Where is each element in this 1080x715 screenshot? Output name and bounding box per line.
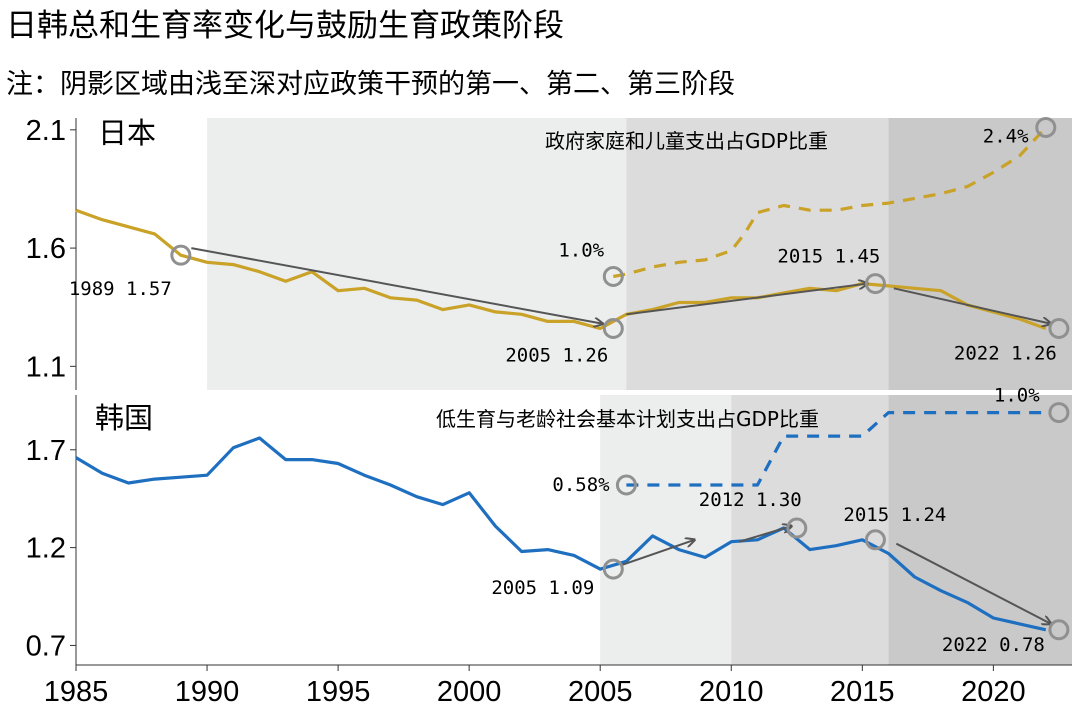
japan-trend-arrow-3 xyxy=(893,287,1051,323)
japan-panel-label: 日本 xyxy=(98,116,156,150)
japan-stage-3-shade xyxy=(888,118,1072,390)
japan-panel: 日本 政府家庭和儿童支出占GDP比重 1.1 1.6 2.1 1989 1.57 200… xyxy=(26,115,1072,390)
japan-highlight-marker xyxy=(864,273,886,295)
japan-spending-line xyxy=(613,126,1047,279)
x-tick-label: 1985 xyxy=(44,676,109,708)
korea-data-label: 2015 1.24 xyxy=(843,504,946,526)
korea-trend-arrow-2 xyxy=(738,526,791,543)
japan-highlight-marker xyxy=(170,244,192,266)
japan-stage-1-shade xyxy=(207,118,627,390)
x-tick-label: 2015 xyxy=(830,676,895,708)
japan-y-tick-label: 1.6 xyxy=(26,233,66,265)
chart-subtitle: 注：阴影区域由浅至深对应政策干预的第一、第二、第三阶段 xyxy=(6,69,735,100)
korea-stage-2-shade xyxy=(731,395,889,665)
korea-y-tick-label: 1.2 xyxy=(26,533,66,565)
korea-spending-line xyxy=(626,411,1046,487)
korea-highlight-marker xyxy=(602,558,624,580)
japan-trend-arrow-2 xyxy=(626,284,867,316)
korea-panel-label: 韩国 xyxy=(95,401,153,435)
korea-y-tick-label: 1.7 xyxy=(26,435,66,467)
x-tick-label: 1990 xyxy=(175,676,240,708)
japan-trend-arrow-1 xyxy=(191,247,603,324)
japan-stage-2-shade xyxy=(626,118,889,390)
x-tick-label: 2020 xyxy=(961,676,1026,708)
japan-highlight-marker xyxy=(1048,318,1070,340)
korea-stage-3-shade xyxy=(888,395,1072,665)
japan-data-label: 2015 1.45 xyxy=(777,246,880,268)
korea-data-label: 2005 1.09 xyxy=(491,577,594,599)
japan-highlight-marker xyxy=(1035,116,1057,138)
x-tick-label: 2010 xyxy=(699,676,764,708)
korea-highlight-marker xyxy=(615,474,637,496)
japan-data-label: 1.0% xyxy=(558,239,604,261)
korea-highlight-marker xyxy=(1048,619,1070,641)
korea-stage-1-shade xyxy=(600,395,732,665)
korea-y-tick-label: 0.7 xyxy=(26,630,66,662)
x-tick-label: 1995 xyxy=(306,676,371,708)
korea-trend-arrow-3 xyxy=(895,542,1051,624)
x-axis: 1985 1990 1995 2000 2005 2010 2015 2020 xyxy=(44,664,1072,708)
japan-data-label: 2022 1.26 xyxy=(954,343,1057,365)
japan-data-label: 2005 1.26 xyxy=(505,345,608,367)
x-tick-label: 2005 xyxy=(568,676,633,708)
x-tick-label: 2000 xyxy=(437,676,502,708)
korea-fertility-line xyxy=(75,436,1047,632)
japan-data-label: 2.4% xyxy=(983,125,1029,147)
korea-data-label: 0.58% xyxy=(552,474,610,496)
chart-title: 日韩总和生育率变化与鼓励生育政策阶段 xyxy=(6,8,564,44)
japan-highlight-marker xyxy=(602,265,624,287)
korea-shading xyxy=(600,395,1072,665)
japan-spending-series-title: 政府家庭和儿童支出占GDP比重 xyxy=(545,129,828,153)
korea-spending-series-title: 低生育与老龄社会基本计划支出占GDP比重 xyxy=(436,407,819,431)
korea-highlight-marker xyxy=(1048,402,1070,424)
japan-highlight-marker xyxy=(602,318,624,340)
japan-y-tick-label: 1.1 xyxy=(26,351,66,383)
korea-highlight-marker xyxy=(864,529,886,551)
korea-highlight-marker xyxy=(786,517,808,539)
korea-data-label: 2012 1.30 xyxy=(699,489,802,511)
korea-trend-arrow-1 xyxy=(620,540,694,567)
korea-data-label: 2022 0.78 xyxy=(942,634,1045,656)
korea-data-label: 1.0% xyxy=(994,385,1040,407)
japan-data-label: 1989 1.57 xyxy=(69,278,172,300)
japan-shading xyxy=(207,118,1072,390)
japan-y-tick-label: 2.1 xyxy=(26,115,66,147)
korea-panel: 韩国 低生育与老龄社会基本计划支出占GDP比重 0.7 1.2 1.7 2005 1.… xyxy=(26,385,1072,665)
